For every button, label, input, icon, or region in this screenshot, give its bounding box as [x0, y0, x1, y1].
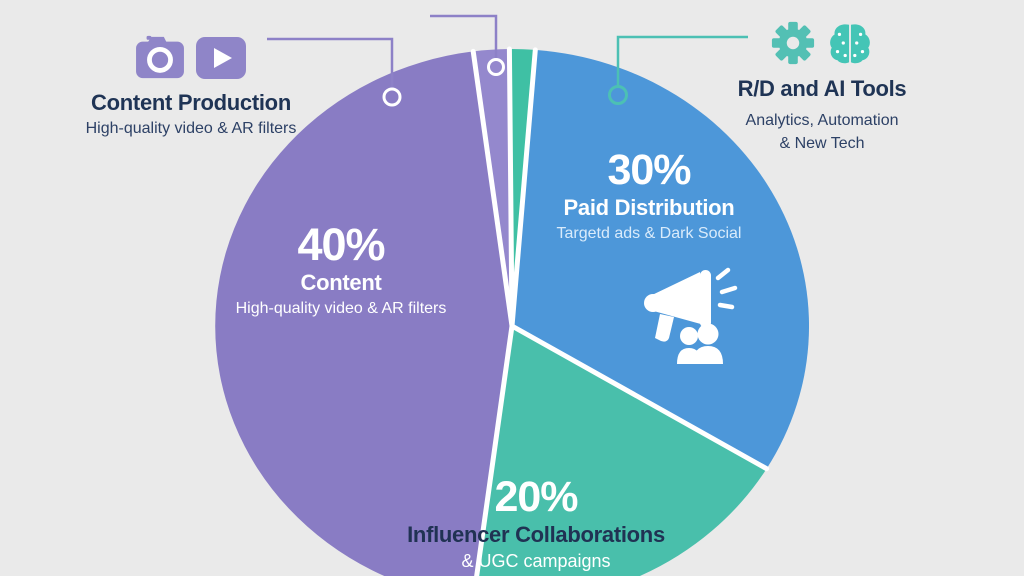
- pie-slice-influencer-collaborations: [476, 326, 767, 576]
- people-group-icon: [677, 323, 723, 364]
- slice-separator: [509, 323, 770, 472]
- pie-slice-paid-distribution: [512, 49, 810, 469]
- slice-separator: [470, 48, 515, 329]
- pie-slice-content: [215, 51, 512, 576]
- slice-separator: [506, 46, 515, 329]
- slice-separator: [474, 323, 515, 576]
- connector-production-sliver: [430, 14, 498, 58]
- marker-dot-production-sliver: [487, 58, 505, 76]
- slice-separator: [509, 47, 538, 329]
- megaphone-icon: [644, 267, 738, 342]
- connector-content-production: [267, 37, 394, 88]
- marker-dot-rd-ai: [608, 85, 628, 105]
- marker-dot-content: [382, 87, 402, 107]
- connector-rd-ai: [616, 35, 748, 86]
- slice-separators: [470, 46, 770, 576]
